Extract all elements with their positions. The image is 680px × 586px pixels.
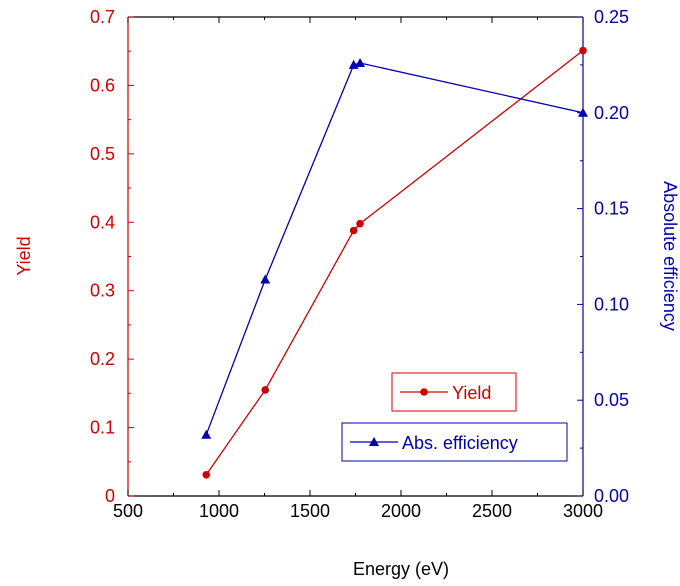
plot-axes: 500 1000 1500 2000 2500 3000 0 0.1 0.2 0.3 0.4 0.5 0… [90, 7, 629, 521]
legend: Yield Abs. efficiency [341, 372, 568, 462]
x-tick-label: 2500 [472, 501, 512, 521]
legend-marker-abs-efficiency [369, 437, 379, 446]
x-axis-label: Energy (eV) [353, 559, 449, 579]
y-right-axis-label: Absolute efficiency [660, 181, 680, 331]
x-tick-label: 500 [113, 501, 143, 521]
data-point-abs-efficiency [578, 107, 588, 117]
x-tick-label: 1000 [199, 501, 239, 521]
data-point-abs-efficiency [201, 429, 212, 439]
y-left-tick-label: 0.2 [90, 349, 115, 369]
y-left-tick-label: 0.4 [90, 212, 115, 232]
data-point-yield [349, 226, 358, 235]
series-yield [202, 46, 587, 479]
data-point-yield [579, 46, 587, 55]
x-tick-label: 1500 [290, 501, 330, 521]
y-left-tick-label: 0.5 [90, 144, 115, 164]
x-tick-label: 2000 [381, 501, 421, 521]
y-right-tick-label: 0.20 [594, 103, 629, 123]
y-left-tick-label: 0.7 [90, 7, 115, 27]
y-left-tick-label: 0.6 [90, 75, 115, 95]
series-layer [201, 46, 588, 479]
y-right-tick-label: 0.05 [594, 390, 629, 410]
y-right-tick-label: 0.10 [594, 294, 629, 314]
series-abs-efficiency [201, 57, 588, 439]
legend-marker-yield [420, 388, 428, 396]
data-point-abs-efficiency [355, 57, 366, 67]
data-point-abs-efficiency [260, 274, 271, 284]
legend-label-abs-efficiency: Abs. efficiency [402, 433, 518, 453]
legend-label-yield: Yield [452, 383, 491, 403]
y-right-tick-label: 0.00 [594, 486, 629, 506]
x-tick-label: 3000 [563, 501, 603, 521]
y-right-tick-label: 0.25 [594, 7, 629, 27]
legend-entry-yield: Yield [391, 372, 517, 412]
y-left-tick-label: 0 [105, 486, 115, 506]
y-left-tick-label: 0.3 [90, 281, 115, 301]
y-left-axis-label: Yield [14, 236, 34, 275]
data-point-yield [356, 219, 364, 228]
y-right-tick-label: 0.15 [594, 199, 629, 219]
y-left-tick-label: 0.1 [90, 418, 115, 438]
legend-entry-abs-efficiency: Abs. efficiency [341, 422, 568, 462]
data-point-yield [202, 470, 211, 479]
data-point-yield [261, 386, 270, 394]
